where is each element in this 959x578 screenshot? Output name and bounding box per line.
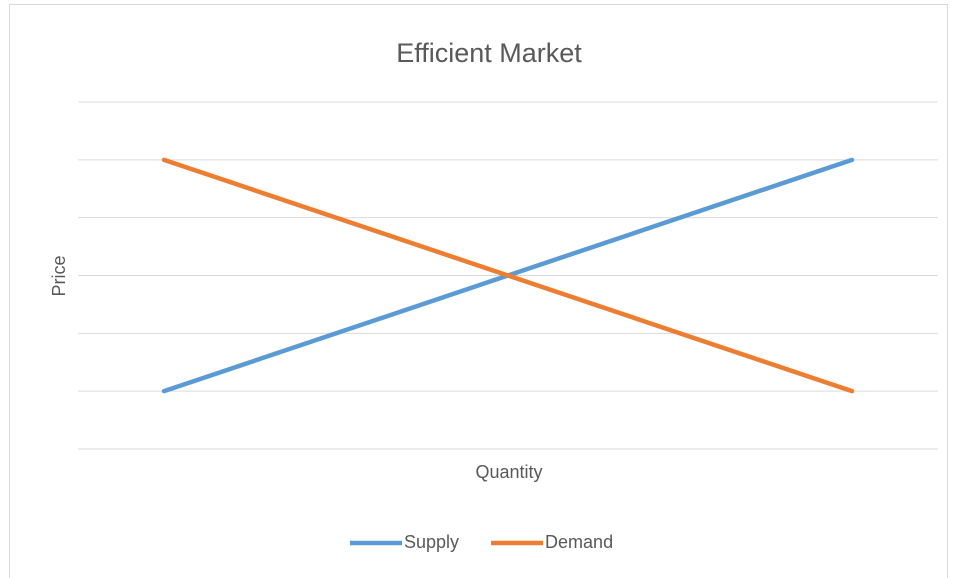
legend-label: Supply <box>404 532 459 552</box>
y-axis-label: Price <box>49 255 69 296</box>
x-axis-label: Quantity <box>475 462 542 482</box>
line-series <box>161 157 855 394</box>
chart-title: Efficient Market <box>396 38 582 68</box>
legend-label: Demand <box>545 532 613 552</box>
chart-frame <box>9 4 948 578</box>
